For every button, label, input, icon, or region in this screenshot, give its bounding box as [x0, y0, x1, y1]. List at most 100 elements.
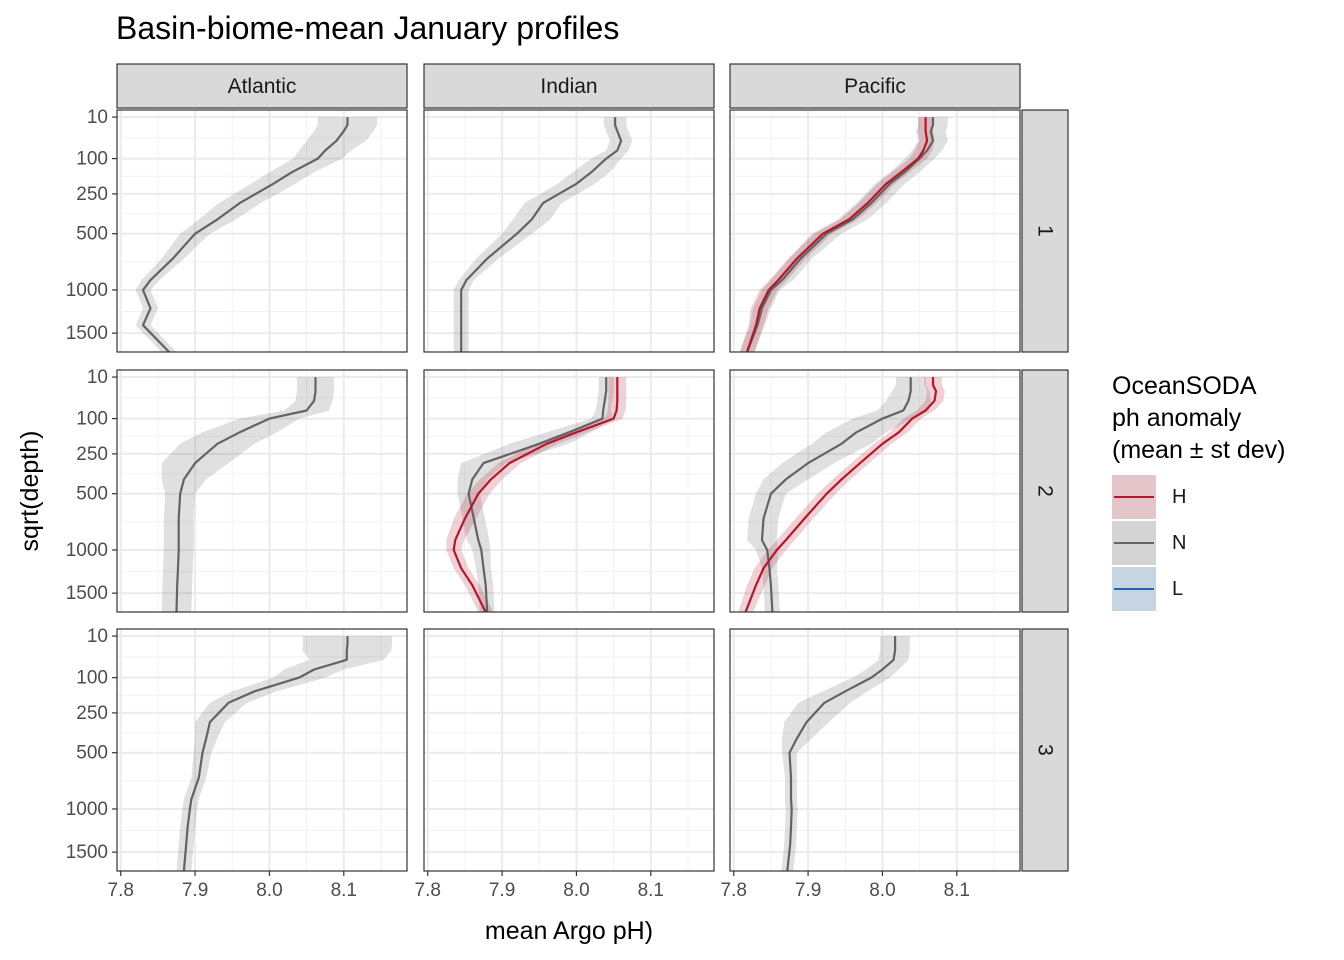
- panel-border: [423, 109, 715, 353]
- x-tick-label: 7.9: [182, 880, 208, 901]
- ribbon-n: [457, 377, 614, 612]
- y-tick-label: 500: [76, 224, 108, 245]
- legend-label-l: L: [1172, 577, 1184, 600]
- ribbon-n: [135, 117, 378, 352]
- y-tick-label: 250: [76, 184, 108, 205]
- legend-key-l: [1112, 567, 1156, 611]
- y-tick-label: 100: [76, 668, 108, 689]
- panel-indian-1: [424, 110, 714, 352]
- panel-background: [730, 110, 1020, 352]
- panel-atlantic-1: [117, 110, 407, 352]
- x-tick-label: 7.8: [415, 880, 441, 901]
- panel-border: [116, 369, 408, 613]
- legend-label-n: N: [1172, 531, 1187, 554]
- y-tick-label: 10: [87, 107, 108, 128]
- profile-line-n: [141, 117, 349, 352]
- panel-background: [117, 629, 407, 871]
- panel-pacific-1: [730, 110, 1020, 352]
- legend-label-h: H: [1172, 485, 1187, 508]
- legend-title: OceanSODA ph anomaly (mean ± st dev): [1112, 370, 1286, 466]
- panel-background: [117, 110, 407, 352]
- y-tick-label: 1500: [66, 323, 108, 344]
- ribbon-n: [176, 636, 393, 871]
- x-tick-label: 8.0: [869, 880, 895, 901]
- y-tick-label: 500: [76, 484, 108, 505]
- panel-pacific-2: [730, 370, 1020, 612]
- profile-line-n: [175, 377, 317, 612]
- panel-indian-2: [424, 370, 714, 612]
- panel-border: [116, 628, 408, 872]
- legend-title-line: OceanSODA: [1112, 372, 1257, 400]
- column-strip: [729, 63, 1021, 109]
- profile-line-h: [744, 377, 938, 612]
- legend-title-line: ph anomaly: [1112, 404, 1242, 432]
- profile-line-n: [760, 377, 912, 612]
- row-strip: [1021, 109, 1069, 353]
- panel-border: [729, 369, 1021, 613]
- profile-line-n: [182, 636, 349, 871]
- profile-line-n: [746, 117, 935, 352]
- column-strip: [116, 63, 408, 109]
- legend-key-n: [1112, 521, 1156, 565]
- legend-item-l: L: [1112, 566, 1286, 612]
- y-tick-label: 1000: [66, 540, 108, 561]
- panel-atlantic-3: [117, 629, 407, 871]
- y-axis-title: sqrt(depth): [16, 431, 44, 552]
- profile-line-h: [746, 117, 929, 352]
- chart-title: Basin-biome-mean January profiles: [116, 10, 620, 46]
- panel-border: [423, 369, 715, 613]
- x-tick-label: 8.1: [331, 880, 357, 901]
- y-tick-label: 100: [76, 409, 108, 430]
- y-tick-label: 250: [76, 444, 108, 465]
- legend-key-h: [1112, 475, 1156, 519]
- x-tick-label: 8.0: [256, 880, 282, 901]
- panel-border: [729, 109, 1021, 353]
- y-tick-label: 1000: [66, 280, 108, 301]
- y-tick-label: 500: [76, 743, 108, 764]
- legend-title-line: (mean ± st dev): [1112, 436, 1286, 464]
- panel-border: [423, 628, 715, 872]
- row-strip-label: 2: [1034, 485, 1057, 497]
- x-tick-label: 8.1: [638, 880, 664, 901]
- ribbon-n: [781, 636, 910, 871]
- legend: OceanSODA ph anomaly (mean ± st dev) H N…: [1112, 370, 1286, 612]
- column-strip-label: Indian: [540, 75, 597, 98]
- x-tick-label: 7.8: [108, 880, 134, 901]
- y-tick-label: 1500: [66, 583, 108, 604]
- column-strip-label: Pacific: [844, 75, 906, 98]
- column-strip: [423, 63, 715, 109]
- panel-pacific-3: [730, 629, 1020, 871]
- panel-atlantic-2: [117, 370, 407, 612]
- y-tick-label: 1500: [66, 842, 108, 863]
- x-axis-title: mean Argo pH): [485, 917, 653, 945]
- y-tick-label: 10: [87, 367, 108, 388]
- x-tick-label: 8.0: [563, 880, 589, 901]
- panel-background: [117, 370, 407, 612]
- ribbon-n: [747, 377, 931, 612]
- x-tick-label: 7.9: [489, 880, 515, 901]
- ribbon-h: [446, 377, 627, 612]
- panel-border: [116, 109, 408, 353]
- row-strip: [1021, 369, 1069, 613]
- profile-line-n: [467, 377, 608, 612]
- y-tick-label: 10: [87, 626, 108, 647]
- column-strip-label: Atlantic: [228, 75, 297, 98]
- profile-line-h: [452, 377, 619, 612]
- legend-item-h: H: [1112, 474, 1286, 520]
- y-tick-label: 250: [76, 703, 108, 724]
- x-tick-label: 7.9: [795, 880, 821, 901]
- row-strip-label: 3: [1034, 744, 1057, 756]
- profile-line-n: [786, 636, 897, 871]
- panel-border: [729, 628, 1021, 872]
- ribbon-h: [739, 117, 935, 352]
- y-tick-label: 100: [76, 149, 108, 170]
- x-tick-label: 8.1: [944, 880, 970, 901]
- legend-item-n: N: [1112, 520, 1286, 566]
- row-strip: [1021, 628, 1069, 872]
- profile-line-n: [460, 117, 623, 352]
- ribbon-n: [161, 377, 335, 612]
- panel-background: [424, 629, 714, 871]
- row-strip-label: 1: [1034, 225, 1057, 237]
- x-tick-label: 7.8: [721, 880, 747, 901]
